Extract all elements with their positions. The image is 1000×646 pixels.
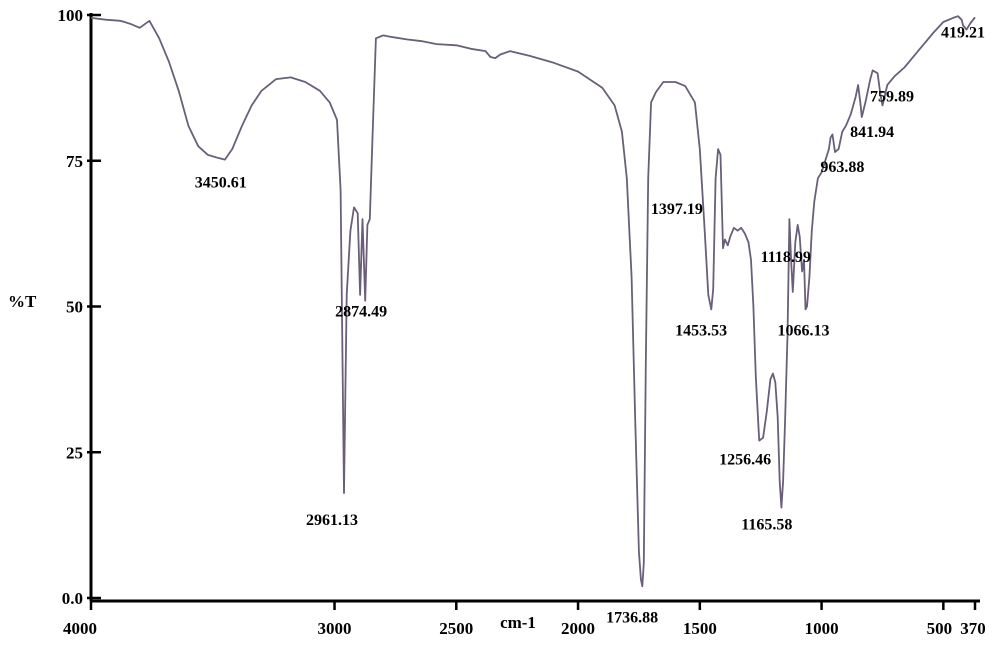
peak-label: 1118.99	[761, 249, 811, 266]
x-tick-label: 3000	[318, 619, 352, 638]
peak-label: 841.94	[850, 124, 894, 141]
peak-label: 2874.49	[335, 304, 387, 321]
y-tick-label: 0.0	[62, 589, 83, 608]
peak-label: 1256.46	[719, 452, 771, 469]
y-tick-label: 50	[66, 298, 83, 317]
y-axis-title: %T	[8, 292, 37, 311]
peak-annotations: 3450.61 2874.49 2961.13 1736.88 1397.19 1453.…	[195, 25, 985, 627]
x-tick-label: 370	[960, 619, 986, 638]
x-axis-title: cm-1	[500, 613, 536, 632]
peak-label: 759.89	[870, 88, 914, 105]
plot-frame	[89, 13, 980, 603]
y-tick-label: 75	[66, 152, 83, 171]
x-tick-label: 2000	[561, 619, 595, 638]
peak-label: 2961.13	[306, 512, 358, 529]
peak-label: 3450.61	[195, 175, 247, 192]
x-tick-label: 1500	[683, 619, 717, 638]
y-tick-label: 100	[58, 6, 84, 25]
y-axis-ticks: 100 75 50 25 0.0	[58, 6, 101, 608]
x-tick-label: 1000	[805, 619, 839, 638]
peak-label: 963.88	[820, 159, 864, 176]
peak-label: 1453.53	[675, 322, 727, 339]
x-tick-label: 4000	[63, 619, 97, 638]
x-tick-label: 500	[927, 619, 953, 638]
spectrum-series-line	[90, 15, 976, 588]
peak-label: 1397.19	[651, 201, 703, 218]
peak-label: 1066.13	[777, 322, 829, 339]
peak-label: 419.21	[941, 25, 985, 42]
peak-label: 1165.58	[741, 517, 792, 534]
x-axis-ticks: 4000 3000 2500 2000 1500 1000 500 370	[63, 601, 986, 638]
x-tick-label: 2500	[439, 619, 473, 638]
y-tick-label: 25	[66, 443, 83, 462]
peak-label: 1736.88	[606, 609, 658, 626]
